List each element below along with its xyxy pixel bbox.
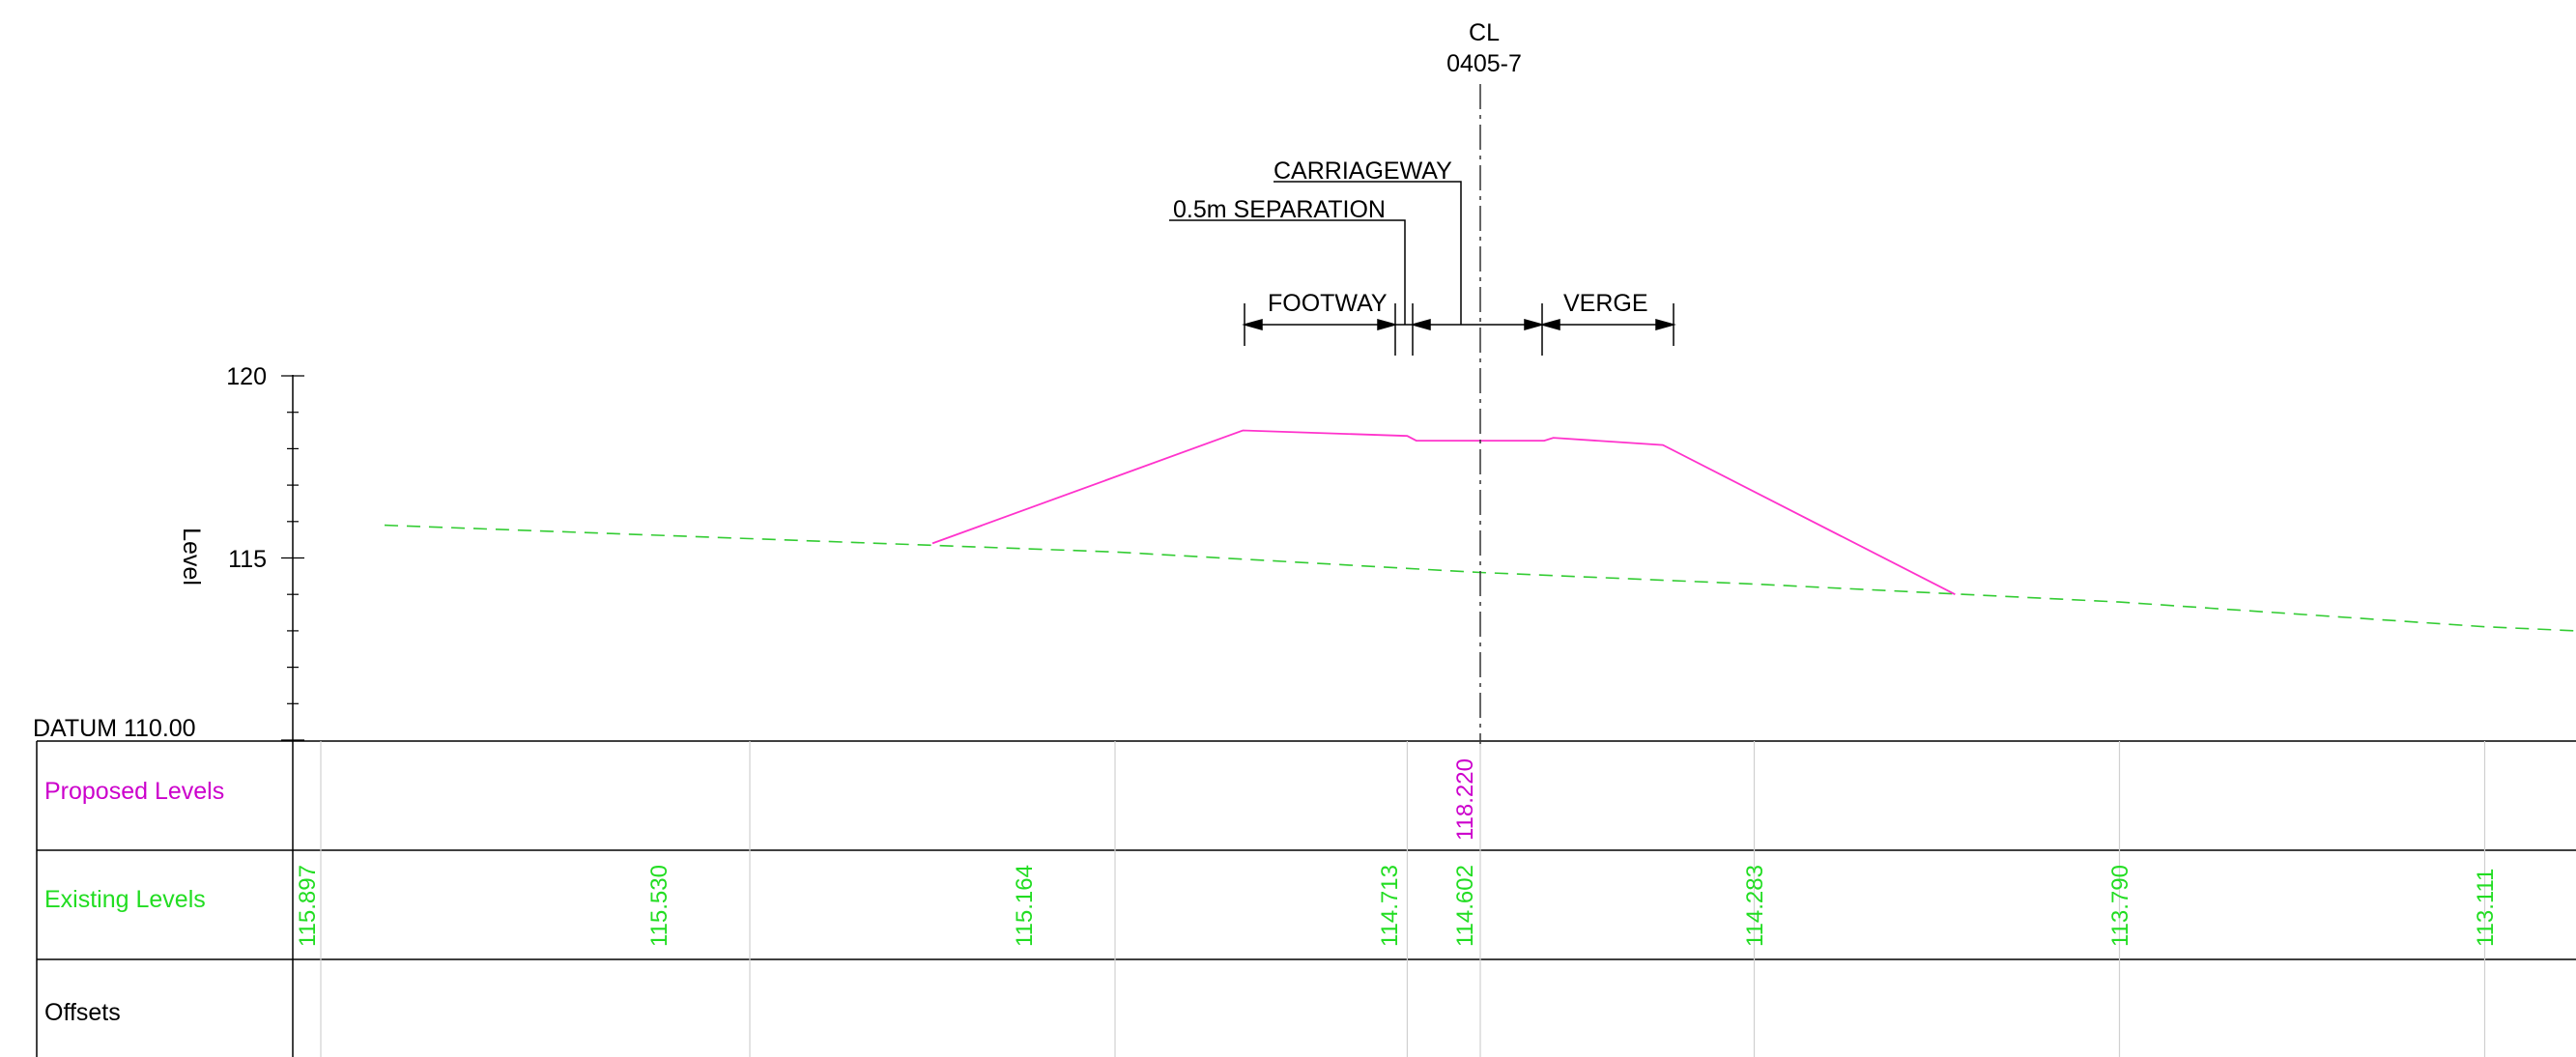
datum-label: DATUM 110.00 bbox=[33, 715, 196, 742]
carriageway-leader bbox=[1274, 181, 1462, 325]
existing-levels-label: Existing Levels bbox=[44, 886, 206, 913]
axis-tick-115: 115 bbox=[228, 546, 267, 573]
verge-label: VERGE bbox=[1563, 290, 1648, 317]
existing-level-value: 115.530 bbox=[646, 865, 673, 947]
separation-label: 0.5m SEPARATION bbox=[1173, 196, 1386, 223]
offsets-label: Offsets bbox=[44, 999, 121, 1026]
axis-title: Level bbox=[178, 528, 205, 586]
existing-level-value: 114.602 bbox=[1452, 865, 1478, 947]
existing-level-value: 114.283 bbox=[1742, 865, 1768, 947]
footway-label: FOOTWAY bbox=[1268, 290, 1388, 317]
proposed-level-value: 118.220 bbox=[1452, 758, 1478, 841]
band-grid-lines bbox=[320, 741, 2486, 1057]
proposed-levels-label: Proposed Levels bbox=[44, 778, 224, 805]
level-axis-ticks bbox=[281, 375, 304, 741]
existing-level-value: 113.790 bbox=[2107, 865, 2133, 947]
band-table bbox=[36, 740, 2576, 1057]
separation-dimension bbox=[1395, 303, 1431, 356]
existing-level-value: 115.897 bbox=[295, 865, 321, 947]
existing-level-value: 114.713 bbox=[1377, 865, 1403, 947]
existing-level-value: 115.164 bbox=[1012, 865, 1038, 947]
centreline-label: CL bbox=[1469, 19, 1500, 46]
centreline-chainage: 0405-7 bbox=[1446, 50, 1522, 77]
separation-leader bbox=[1169, 219, 1406, 325]
proposed-profile-line bbox=[931, 429, 1956, 596]
carriageway-dimension bbox=[1413, 303, 1545, 356]
verge-dimension bbox=[1539, 303, 1676, 346]
footway-dimension bbox=[1242, 303, 1398, 356]
carriageway-label: CARRIAGEWAY bbox=[1274, 157, 1452, 185]
existing-level-value: 113.111 bbox=[2473, 869, 2499, 947]
axis-tick-120: 120 bbox=[226, 363, 267, 390]
